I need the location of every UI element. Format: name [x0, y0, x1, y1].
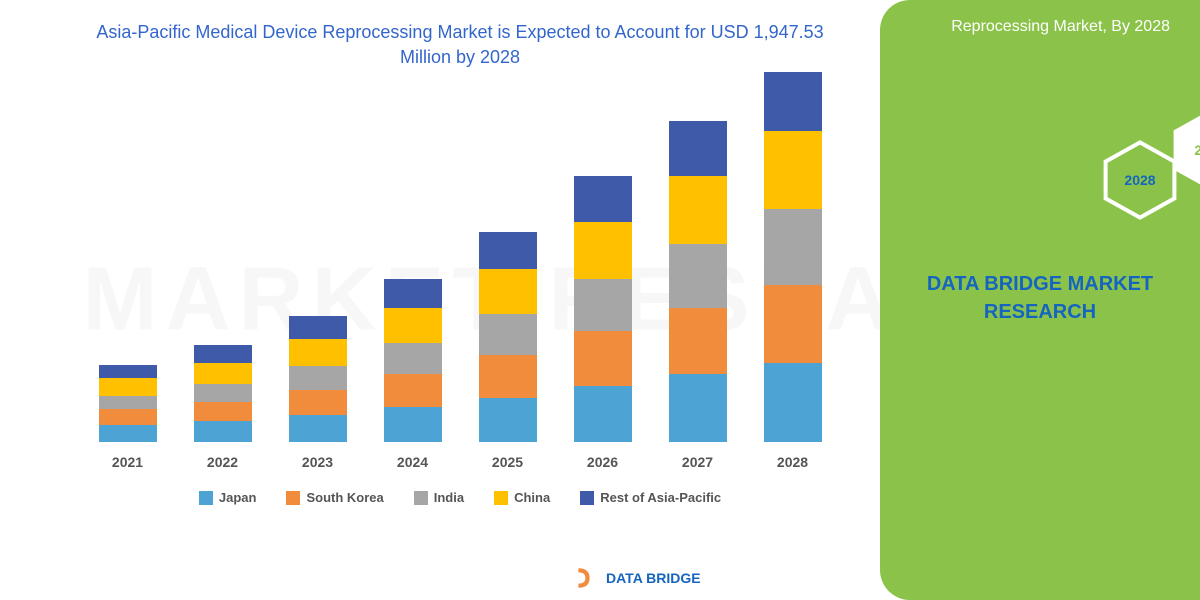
bar-segment-china	[194, 363, 252, 384]
bar-segment-india	[764, 209, 822, 285]
legend-swatch	[286, 491, 300, 505]
bar-segment-rest-of-asia-pacific	[764, 72, 822, 130]
legend-swatch	[580, 491, 594, 505]
bar-segment-south-korea	[384, 374, 442, 407]
bar-segment-china	[384, 308, 442, 343]
bar-segment-india	[194, 384, 252, 402]
bar-segment-japan	[289, 415, 347, 442]
bar-segment-japan	[99, 425, 157, 443]
bar-segment-rest-of-asia-pacific	[479, 232, 537, 269]
bar-segment-south-korea	[669, 308, 727, 374]
bar-group: 2026	[568, 176, 638, 471]
hexagon-2021: 2021	[1170, 110, 1200, 190]
hexagon-2028: 2028	[1100, 140, 1180, 220]
bar-segment-india	[384, 343, 442, 374]
bar-label: 2028	[777, 454, 808, 470]
legend-swatch	[199, 491, 213, 505]
bar-stack	[764, 72, 822, 442]
bar-segment-japan	[194, 421, 252, 442]
brand-text: DATA BRIDGE MARKET RESEARCH	[920, 270, 1160, 326]
bar-label: 2025	[492, 454, 523, 470]
bar-segment-south-korea	[574, 331, 632, 386]
bar-segment-china	[289, 339, 347, 366]
bar-label: 2021	[112, 454, 143, 470]
bar-group: 2027	[663, 121, 733, 470]
right-panel: Reprocessing Market, By 2028 2028 2021 D…	[880, 0, 1200, 600]
legend-item: Japan	[199, 490, 257, 505]
bar-stack	[669, 121, 727, 442]
bar-group: 2025	[473, 232, 543, 470]
bar-segment-india	[479, 314, 537, 355]
bar-segment-south-korea	[99, 409, 157, 425]
legend-item: Rest of Asia-Pacific	[580, 490, 721, 505]
bar-label: 2024	[397, 454, 428, 470]
bar-segment-india	[289, 366, 347, 389]
bar-segment-south-korea	[764, 285, 822, 363]
bar-label: 2022	[207, 454, 238, 470]
bar-segment-rest-of-asia-pacific	[384, 279, 442, 308]
bars-container: 2021 2022 2023 2024 2025 2026 2027 2028	[70, 100, 850, 470]
bar-group: 2021	[93, 365, 163, 471]
legend-label: Japan	[219, 490, 257, 505]
bar-group: 2028	[758, 72, 828, 470]
bar-stack	[479, 232, 537, 442]
bar-segment-japan	[479, 398, 537, 443]
brand-line-2: RESEARCH	[920, 298, 1160, 326]
legend-label: China	[514, 490, 550, 505]
legend-swatch	[494, 491, 508, 505]
bar-segment-japan	[384, 407, 442, 442]
bar-segment-india	[99, 396, 157, 410]
bar-segment-japan	[669, 374, 727, 442]
bar-segment-china	[764, 131, 822, 209]
bar-group: 2022	[188, 345, 258, 470]
bar-segment-japan	[574, 386, 632, 442]
legend-label: Rest of Asia-Pacific	[600, 490, 721, 505]
bar-segment-rest-of-asia-pacific	[669, 121, 727, 176]
bar-segment-rest-of-asia-pacific	[99, 365, 157, 379]
bar-stack	[194, 345, 252, 442]
legend-item: China	[494, 490, 550, 505]
bar-segment-india	[669, 244, 727, 308]
bar-segment-india	[574, 279, 632, 332]
chart-title: Asia-Pacific Medical Device Reprocessing…	[70, 20, 850, 70]
right-panel-header: Reprocessing Market, By 2028	[880, 0, 1200, 36]
bar-segment-japan	[764, 363, 822, 443]
bar-segment-china	[574, 222, 632, 278]
bar-stack	[384, 279, 442, 443]
footer-logo-icon	[570, 564, 598, 592]
brand-line-1: DATA BRIDGE MARKET	[920, 270, 1160, 298]
bar-segment-south-korea	[479, 355, 537, 398]
bar-segment-rest-of-asia-pacific	[194, 345, 252, 363]
legend-label: South Korea	[306, 490, 383, 505]
chart-area: Asia-Pacific Medical Device Reprocessing…	[70, 20, 850, 505]
footer-logo-text: DATA BRIDGE	[606, 570, 701, 586]
bar-stack	[574, 176, 632, 443]
legend-label: India	[434, 490, 464, 505]
bar-label: 2026	[587, 454, 618, 470]
bar-stack	[99, 365, 157, 443]
bar-label: 2027	[682, 454, 713, 470]
bar-group: 2023	[283, 316, 353, 471]
bar-segment-china	[99, 378, 157, 396]
bar-segment-south-korea	[194, 402, 252, 421]
hexagon-2028-label: 2028	[1124, 172, 1155, 188]
bar-label: 2023	[302, 454, 333, 470]
bar-stack	[289, 316, 347, 443]
footer-logo: DATA BRIDGE	[570, 564, 701, 592]
legend-item: India	[414, 490, 464, 505]
legend: Japan South Korea India China Rest of Asia-P…	[70, 490, 850, 505]
bar-segment-rest-of-asia-pacific	[289, 316, 347, 339]
bar-segment-south-korea	[289, 390, 347, 415]
bar-segment-china	[669, 176, 727, 244]
bar-segment-rest-of-asia-pacific	[574, 176, 632, 223]
legend-swatch	[414, 491, 428, 505]
legend-item: South Korea	[286, 490, 383, 505]
bar-segment-china	[479, 269, 537, 314]
hexagon-2021-label: 2021	[1194, 142, 1200, 158]
bar-group: 2024	[378, 279, 448, 471]
